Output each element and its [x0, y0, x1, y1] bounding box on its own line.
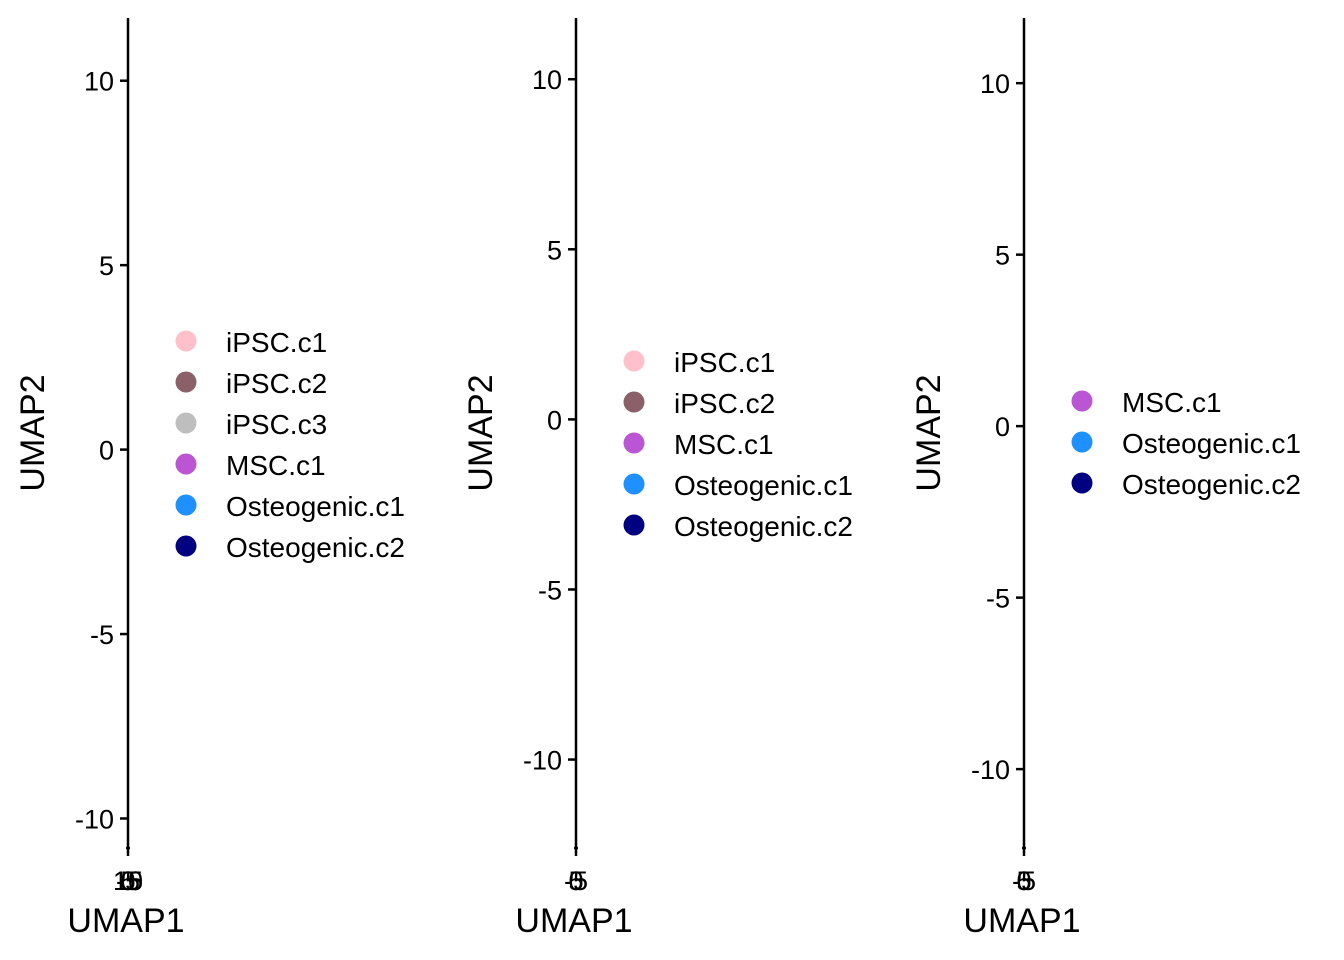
umap-panel-2: 1050-5-10-505UMAP1UMAP2iPSC.c1iPSC.c2MSC…: [462, 18, 853, 940]
x-tick-label: -5: [564, 866, 588, 896]
x-axis-title: UMAP1: [515, 902, 632, 940]
x-tick-label: 5: [1016, 866, 1031, 896]
legend-label: Osteogenic.c2: [674, 511, 853, 542]
legend-label: iPSC.c3: [226, 409, 327, 440]
legend-key: [175, 330, 197, 352]
x-tick-label: 0: [568, 866, 583, 896]
legend-label: MSC.c1: [674, 429, 774, 460]
legend-label: Osteogenic.c1: [226, 491, 405, 522]
legend-label: MSC.c1: [1122, 387, 1222, 418]
y-tick-label: 10: [84, 67, 114, 97]
legend-key: [175, 494, 197, 516]
y-tick-label: 10: [980, 69, 1010, 99]
x-tick-label: -5: [116, 866, 140, 896]
x-tick-label: 0: [1016, 866, 1031, 896]
legend-key: [1071, 472, 1093, 494]
legend-label: iPSC.c1: [226, 327, 327, 358]
y-tick-label: -5: [986, 584, 1010, 614]
legend-key: [1071, 431, 1093, 453]
legend-label: Osteogenic.c2: [1122, 469, 1301, 500]
legend-key: [623, 432, 645, 454]
legend-key: [175, 371, 197, 393]
umap-panel-1: 1050-5-10-5051015UMAP1UMAP2iPSC.c1iPSC.c…: [14, 18, 405, 940]
y-tick-label: -5: [538, 575, 562, 605]
legend-key: [623, 514, 645, 536]
y-axis-title: UMAP2: [14, 374, 52, 491]
legend-key: [175, 412, 197, 434]
x-axis-title: UMAP1: [67, 902, 184, 940]
legend-label: Osteogenic.c1: [674, 470, 853, 501]
legend-label: iPSC.c2: [674, 388, 775, 419]
x-axis-title: UMAP1: [963, 902, 1080, 940]
legend-key: [623, 350, 645, 372]
legend-label: MSC.c1: [226, 450, 326, 481]
legend: MSC.c1 Osteogenic.c1 Osteogenic.c2: [1071, 387, 1301, 500]
y-tick-label: 0: [99, 436, 114, 466]
y-tick-label: 5: [99, 251, 114, 281]
y-tick-label: -5: [90, 620, 114, 650]
x-tick-label: 0: [120, 866, 135, 896]
legend-key: [175, 535, 197, 557]
legend: iPSC.c1 iPSC.c2 iPSC.c3 MSC.c1 Osteogenic.c1…: [175, 327, 405, 563]
legend-label: iPSC.c1: [674, 347, 775, 378]
x-tick-label: 5: [568, 866, 583, 896]
legend-key: [175, 453, 197, 475]
y-tick-label: -10: [523, 746, 562, 776]
x-tick-label: 10: [113, 866, 143, 896]
y-tick-label: 5: [995, 241, 1010, 271]
legend-key: [623, 391, 645, 413]
legend-key: [623, 473, 645, 495]
y-tick-label: 10: [532, 65, 562, 95]
y-axis-title: UMAP2: [462, 374, 500, 491]
legend-label: Osteogenic.c1: [1122, 428, 1301, 459]
y-tick-label: 5: [547, 235, 562, 265]
y-tick-label: 0: [547, 405, 562, 435]
y-tick-label: -10: [971, 755, 1010, 785]
y-tick-label: 0: [995, 412, 1010, 442]
y-axis-title: UMAP2: [910, 374, 948, 491]
x-tick-label: -5: [1012, 866, 1036, 896]
x-tick-label: 5: [120, 866, 135, 896]
legend: iPSC.c1 iPSC.c2 MSC.c1 Osteogenic.c1 Osteoge…: [623, 347, 853, 542]
legend-label: iPSC.c2: [226, 368, 327, 399]
legend-label: Osteogenic.c2: [226, 532, 405, 563]
legend-key: [1071, 390, 1093, 412]
x-tick-label: 15: [113, 866, 143, 896]
y-tick-label: -10: [75, 804, 114, 834]
